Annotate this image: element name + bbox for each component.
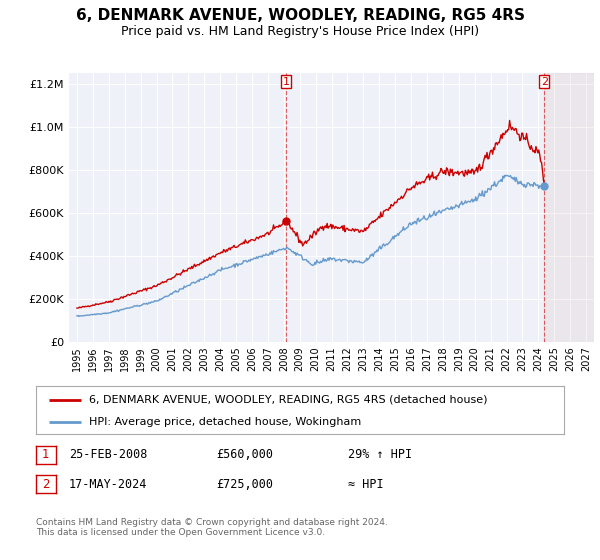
Text: £560,000: £560,000 [216, 448, 273, 461]
Text: 6, DENMARK AVENUE, WOODLEY, READING, RG5 4RS (detached house): 6, DENMARK AVENUE, WOODLEY, READING, RG5… [89, 395, 487, 405]
Text: 2: 2 [42, 478, 50, 491]
Text: 2: 2 [541, 77, 548, 87]
Text: 25-FEB-2008: 25-FEB-2008 [69, 448, 148, 461]
Text: £725,000: £725,000 [216, 478, 273, 491]
Text: HPI: Average price, detached house, Wokingham: HPI: Average price, detached house, Woki… [89, 417, 361, 427]
Text: 1: 1 [42, 448, 50, 461]
Text: Price paid vs. HM Land Registry's House Price Index (HPI): Price paid vs. HM Land Registry's House … [121, 25, 479, 38]
Text: 29% ↑ HPI: 29% ↑ HPI [348, 448, 412, 461]
Text: 17-MAY-2024: 17-MAY-2024 [69, 478, 148, 491]
Text: Contains HM Land Registry data © Crown copyright and database right 2024.
This d: Contains HM Land Registry data © Crown c… [36, 518, 388, 538]
Text: 1: 1 [283, 77, 290, 87]
Bar [544, 73, 594, 342]
Text: 6, DENMARK AVENUE, WOODLEY, READING, RG5 4RS: 6, DENMARK AVENUE, WOODLEY, READING, RG5… [76, 8, 524, 24]
Text: ≈ HPI: ≈ HPI [348, 478, 383, 491]
